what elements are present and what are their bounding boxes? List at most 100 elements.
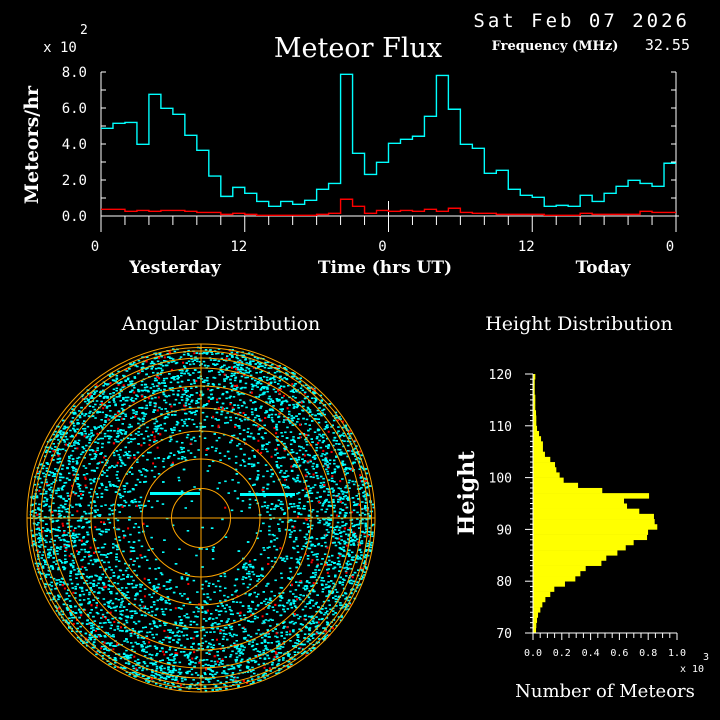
meteor-point — [159, 684, 162, 687]
meteor-point — [357, 460, 361, 463]
meteor-point — [238, 418, 242, 420]
meteor-point — [130, 654, 133, 656]
meteor-point — [85, 397, 88, 400]
meteor-point — [239, 669, 242, 672]
meteor-point — [45, 500, 49, 502]
meteor-point — [226, 596, 230, 598]
meteor-point — [41, 520, 45, 522]
meteor-point — [187, 574, 190, 576]
meteor-point — [195, 683, 198, 686]
meteor-point — [45, 449, 49, 452]
meteor-point — [249, 635, 253, 638]
meteor-point — [250, 675, 253, 678]
meteor-point — [281, 475, 284, 478]
meteor-point — [122, 454, 126, 457]
meteor-point — [302, 447, 305, 450]
meteor-point — [114, 380, 117, 382]
meteor-point — [355, 561, 358, 564]
meteor-point — [110, 509, 114, 512]
meteor-point — [284, 399, 288, 402]
meteor-point — [266, 601, 270, 604]
meteor-point — [131, 628, 135, 630]
meteor-point — [142, 637, 146, 640]
meteor-point — [175, 586, 178, 588]
meteor-point — [249, 563, 252, 566]
meteor-point — [214, 622, 217, 624]
meteor-point — [235, 601, 239, 603]
meteor-point — [75, 460, 79, 462]
meteor-point — [364, 522, 367, 525]
meteor-point — [331, 475, 334, 478]
meteor-point — [277, 523, 280, 525]
meteor-point — [130, 501, 133, 503]
meteor-point — [300, 652, 304, 655]
meteor-point — [161, 460, 165, 463]
meteor-point — [278, 421, 281, 423]
meteor-point — [268, 667, 271, 670]
meteor-point — [249, 621, 253, 623]
meteor-point — [156, 360, 160, 363]
meteor-point — [99, 425, 103, 427]
meteor-point — [325, 522, 328, 524]
meteor-point — [307, 473, 311, 475]
meteor-point — [326, 613, 330, 615]
meteor-point — [71, 534, 75, 537]
meteor-point — [92, 434, 95, 436]
meteor-point — [179, 651, 183, 653]
meteor-point — [336, 514, 338, 517]
meteor-point — [119, 413, 123, 415]
meteor-point — [73, 425, 76, 427]
meteor-point — [34, 502, 37, 505]
meteor-point — [167, 362, 170, 364]
meteor-point — [129, 546, 133, 549]
meteor-point — [332, 627, 334, 630]
meteor-point — [109, 599, 113, 602]
meteor-point — [352, 556, 355, 558]
meteor-point — [346, 496, 350, 499]
meteor-point — [279, 388, 282, 391]
meteor-point — [350, 432, 353, 435]
meteor-point — [286, 419, 289, 421]
meteor-point — [241, 500, 245, 502]
meteor-point — [154, 670, 158, 672]
meteor-point — [298, 558, 301, 561]
meteor-point — [317, 543, 320, 546]
meteor-point — [309, 599, 313, 601]
meteor-point — [360, 540, 364, 542]
meteor-point — [73, 541, 76, 544]
meteor-point — [333, 529, 337, 531]
meteor-point — [310, 492, 314, 494]
meteor-point — [243, 402, 246, 405]
meteor-point — [317, 521, 320, 524]
meteor-point — [155, 665, 159, 668]
meteor-point — [309, 476, 313, 478]
meteor-point — [43, 475, 46, 478]
meteor-point — [337, 541, 341, 544]
meteor-point — [283, 456, 286, 459]
meteor-point — [144, 504, 147, 507]
meteor-point — [71, 491, 74, 494]
meteor-point — [159, 373, 162, 376]
meteor-point — [365, 509, 368, 512]
meteor-point — [238, 654, 241, 657]
meteor-point — [238, 433, 242, 435]
meteor-point — [216, 387, 219, 389]
meteor-point — [344, 486, 347, 489]
meteor-point — [352, 525, 356, 527]
meteor-point — [244, 359, 247, 361]
meteor-point — [54, 468, 57, 470]
meteor-point — [362, 484, 365, 487]
meteor-point — [348, 437, 352, 440]
meteor-point — [309, 489, 312, 492]
meteor-point — [285, 558, 289, 560]
meteor-point — [107, 621, 111, 623]
meteor-point — [182, 451, 186, 453]
meteor-point — [106, 612, 109, 614]
meteor-point — [279, 503, 282, 505]
meteor-point — [80, 587, 84, 590]
meteor-point — [298, 449, 302, 452]
meteor-point — [221, 672, 224, 674]
meteor-point — [179, 671, 183, 674]
meteor-point — [261, 446, 264, 448]
meteor-point — [230, 438, 233, 441]
